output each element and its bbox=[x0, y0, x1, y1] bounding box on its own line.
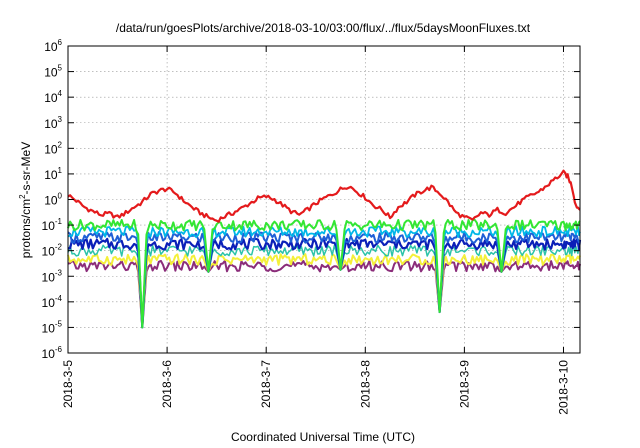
x-tick-label: 2018-3-10 bbox=[556, 360, 570, 415]
y-tick-label: 102 bbox=[44, 140, 62, 156]
y-tick-label: 100 bbox=[44, 192, 62, 208]
y-tick-label: 10-3 bbox=[42, 268, 63, 284]
chart-title: /data/run/goesPlots/archive/2018-03-10/0… bbox=[116, 21, 531, 35]
y-tick-label: 10-6 bbox=[42, 345, 63, 361]
x-tick-label: 2018-3-7 bbox=[259, 360, 273, 408]
x-axis-label: Coordinated Universal Time (UTC) bbox=[231, 430, 415, 444]
x-tick-label: 2018-3-6 bbox=[160, 360, 174, 408]
y-tick-label: 10-1 bbox=[42, 217, 63, 233]
series-layer bbox=[67, 169, 582, 329]
y-tick-label: 106 bbox=[44, 38, 62, 54]
y-tick-label: 10-5 bbox=[42, 319, 63, 335]
series-line-3 bbox=[67, 231, 581, 329]
series-line-4 bbox=[67, 237, 582, 329]
grid-lines bbox=[68, 46, 580, 353]
x-axis-ticks: 2018-3-5 2018-3-6 2018-3-7 2018-3-8 2018-3-9… bbox=[61, 46, 570, 415]
y-tick-label: 104 bbox=[44, 89, 62, 105]
y-tick-label: 103 bbox=[44, 115, 62, 131]
y-tick-label: 105 bbox=[44, 64, 62, 80]
x-tick-label: 2018-3-9 bbox=[457, 360, 471, 408]
y-axis-ticks: 10-6 10-5 10-4 10-3 10-2 10-1 100 101 102 103 104 1… bbox=[42, 38, 580, 361]
y-tick-label: 10-4 bbox=[42, 294, 63, 310]
series-line-7 bbox=[67, 259, 581, 329]
y-tick-label: 10-2 bbox=[42, 243, 63, 259]
series-line-1 bbox=[67, 218, 581, 329]
x-tick-label: 2018-3-8 bbox=[358, 360, 372, 408]
series-line-0 bbox=[67, 169, 581, 223]
y-tick-label: 101 bbox=[44, 166, 62, 182]
x-tick-label: 2018-3-5 bbox=[61, 360, 75, 408]
y-axis-label: protons/cm2-s-sr-MeV bbox=[18, 142, 33, 258]
